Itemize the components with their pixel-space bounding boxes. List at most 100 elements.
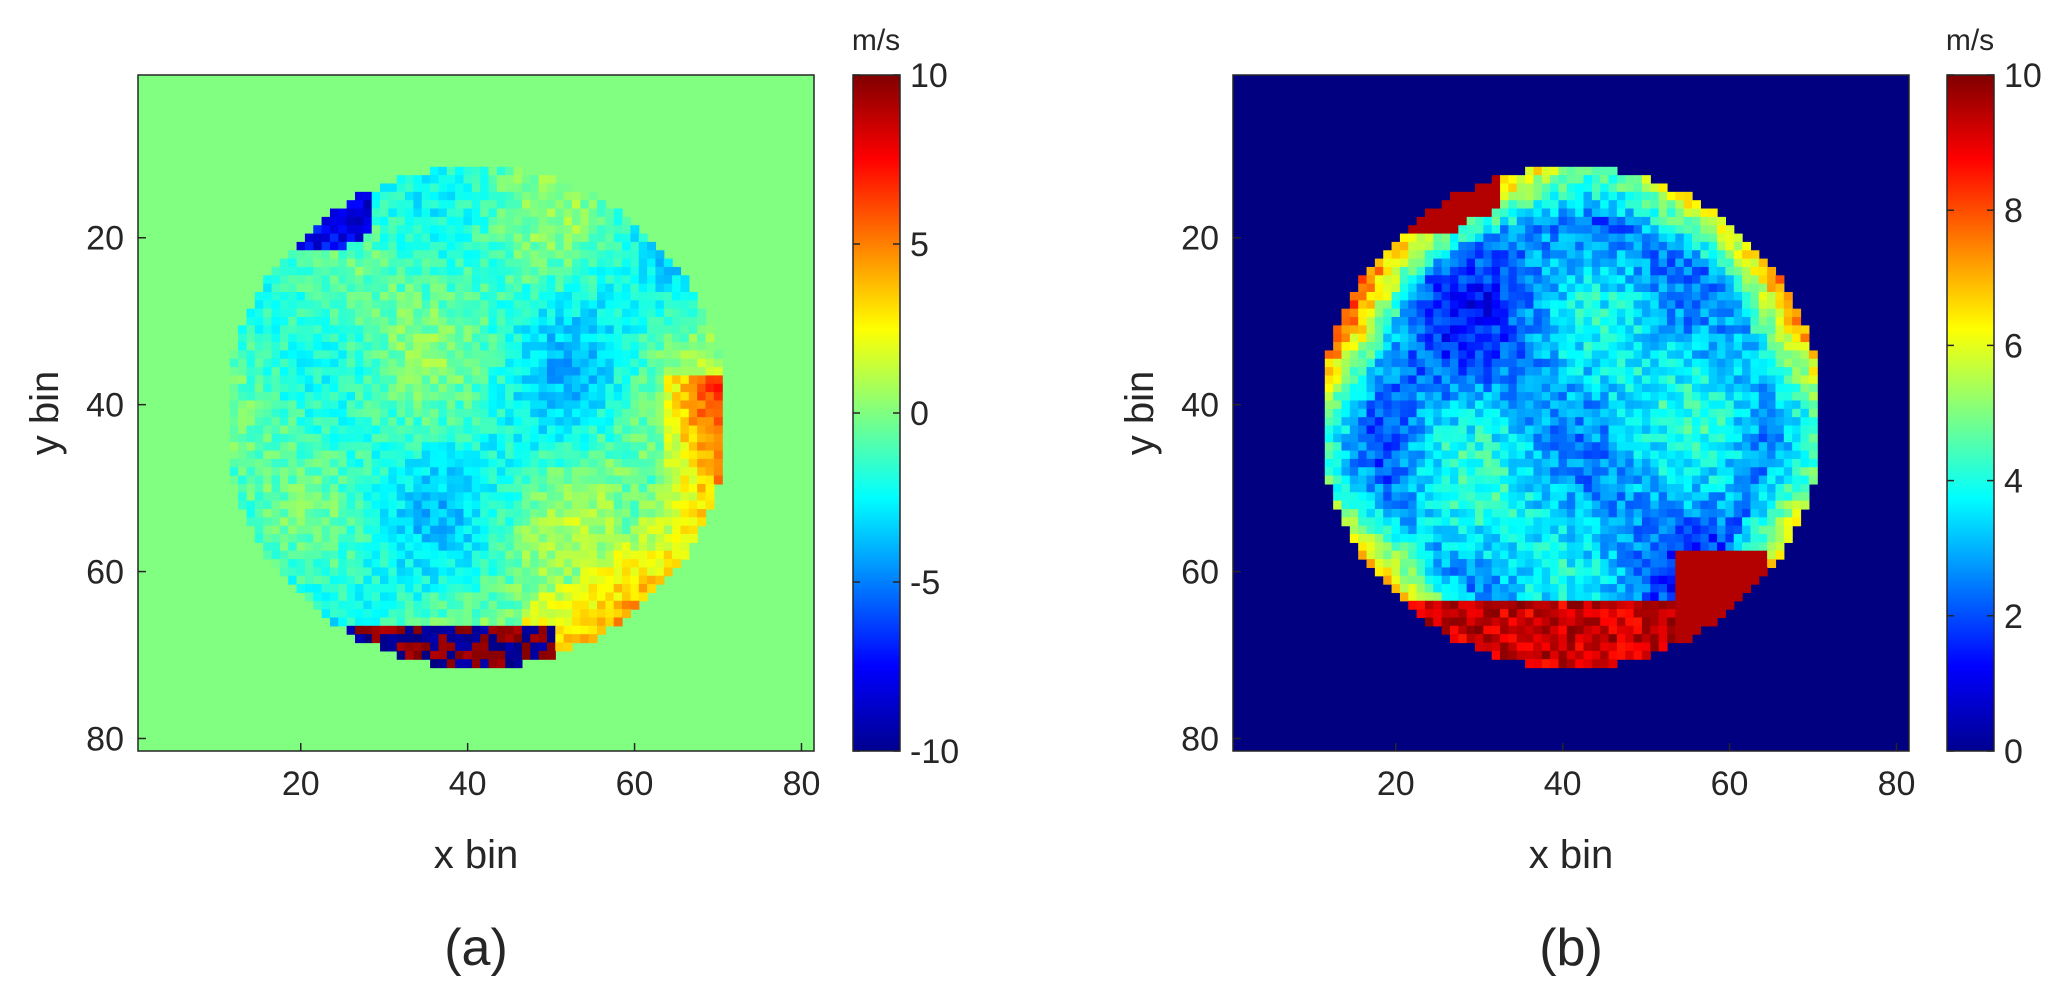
heatmap-cell: [1558, 342, 1568, 352]
heatmap-cell: [1633, 450, 1643, 460]
heatmap-cell: [363, 467, 373, 477]
heatmap-cell: [647, 433, 657, 443]
heatmap-cell: [580, 317, 590, 326]
heatmap-cell: [588, 625, 598, 635]
heatmap-cell: [1675, 383, 1685, 393]
heatmap-cell: [647, 534, 657, 543]
heatmap-cell: [371, 617, 381, 627]
heatmap-cell: [354, 383, 364, 393]
heatmap-cell: [1733, 350, 1743, 360]
heatmap-cell: [622, 567, 631, 577]
heatmap-cell: [1625, 291, 1635, 301]
heatmap-cell: [1742, 383, 1752, 393]
heatmap-cell: [1550, 300, 1560, 310]
heatmap-cell: [1374, 308, 1384, 318]
heatmap-cell: [538, 584, 548, 594]
heatmap-cell: [1366, 450, 1376, 460]
heatmap-cell: [1541, 166, 1551, 176]
heatmap-cell: [538, 408, 548, 418]
heatmap-cell: [1575, 216, 1585, 226]
heatmap-cell: [571, 367, 581, 377]
heatmap-cell: [521, 625, 531, 635]
heatmap-cell: [446, 233, 456, 243]
heatmap-cell: [288, 442, 298, 452]
heatmap-cell: [1508, 200, 1518, 210]
heatmap-cell: [1349, 367, 1359, 377]
heatmap-cell: [1383, 317, 1393, 326]
heatmap-cell: [663, 458, 673, 468]
heatmap-cell: [1424, 342, 1434, 352]
heatmap-cell: [1416, 275, 1426, 285]
heatmap-cell: [471, 508, 481, 518]
heatmap-cell: [1683, 400, 1693, 410]
heatmap-cell: [1483, 350, 1493, 360]
heatmap-cell: [1541, 291, 1551, 301]
heatmap-cell: [1750, 458, 1760, 468]
heatmap-cell: [1449, 375, 1459, 385]
heatmap-cell: [1700, 467, 1710, 477]
heatmap-cell: [1566, 317, 1576, 326]
heatmap-cell: [513, 492, 523, 502]
heatmap-cell: [555, 584, 565, 594]
heatmap-cell: [254, 300, 264, 310]
heatmap-cell: [463, 392, 473, 402]
heatmap-cell: [405, 308, 415, 318]
heatmap-cell: [638, 291, 648, 301]
heatmap-cell: [488, 458, 498, 468]
heatmap-cell: [555, 400, 565, 410]
heatmap-cell: [1399, 325, 1409, 335]
heatmap-cell: [530, 600, 540, 610]
heatmap-cell: [555, 567, 565, 577]
heatmap-cell: [1541, 417, 1551, 427]
heatmap-cell: [388, 442, 398, 452]
heatmap-cell: [1608, 258, 1618, 268]
heatmap-cell: [580, 200, 590, 210]
heatmap-cell: [396, 475, 406, 485]
heatmap-cell: [388, 450, 398, 460]
heatmap-cell: [354, 567, 364, 577]
heatmap-cell: [713, 417, 723, 427]
heatmap-cell: [588, 525, 598, 535]
heatmap-cell: [1491, 350, 1501, 360]
heatmap-cell: [597, 584, 606, 594]
heatmap-cell: [1742, 500, 1752, 510]
heatmap-cell: [1500, 467, 1510, 477]
heatmap-cell: [480, 175, 490, 185]
heatmap-cell: [580, 575, 590, 585]
heatmap-cell: [263, 317, 273, 326]
heatmap-cell: [1424, 300, 1434, 310]
heatmap-cell: [380, 233, 389, 243]
heatmap-cell: [363, 559, 373, 568]
heatmap-cell: [1591, 408, 1601, 418]
heatmap-cell: [1324, 458, 1334, 468]
heatmap-cell: [1349, 442, 1359, 452]
heatmap-cell: [1608, 275, 1618, 285]
heatmap-cell: [1583, 166, 1593, 176]
heatmap-cell: [546, 592, 556, 602]
heatmap-cell: [1374, 492, 1384, 502]
heatmap-cell: [229, 367, 239, 377]
heatmap-cell: [546, 175, 556, 185]
heatmap-cell: [388, 500, 398, 510]
heatmap-cell: [438, 417, 448, 427]
heatmap-cell: [655, 300, 665, 310]
heatmap-cell: [505, 467, 515, 477]
heatmap-cell: [521, 592, 531, 602]
heatmap-cell: [505, 575, 515, 585]
heatmap-cell: [1625, 450, 1635, 460]
heatmap-cell: [1475, 433, 1484, 443]
heatmap-cell: [1433, 300, 1443, 310]
heatmap-cell: [530, 233, 540, 243]
heatmap-cell: [1783, 383, 1793, 393]
heatmap-cell: [571, 216, 581, 226]
heatmap-cell: [488, 400, 498, 410]
heatmap-cell: [1566, 500, 1576, 510]
heatmap-cell: [1700, 325, 1710, 335]
heatmap-cell: [396, 383, 406, 393]
heatmap-cell: [630, 266, 640, 276]
heatmap-cell: [313, 317, 323, 326]
heatmap-cell: [421, 408, 431, 418]
heatmap-cell: [697, 342, 707, 352]
heatmap-cell: [1575, 400, 1585, 410]
